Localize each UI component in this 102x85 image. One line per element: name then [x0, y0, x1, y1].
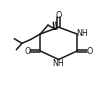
Text: O: O [24, 46, 30, 56]
Text: NH: NH [52, 59, 64, 68]
Text: NH: NH [76, 29, 88, 38]
Text: O: O [87, 46, 93, 56]
Text: O: O [55, 11, 62, 20]
